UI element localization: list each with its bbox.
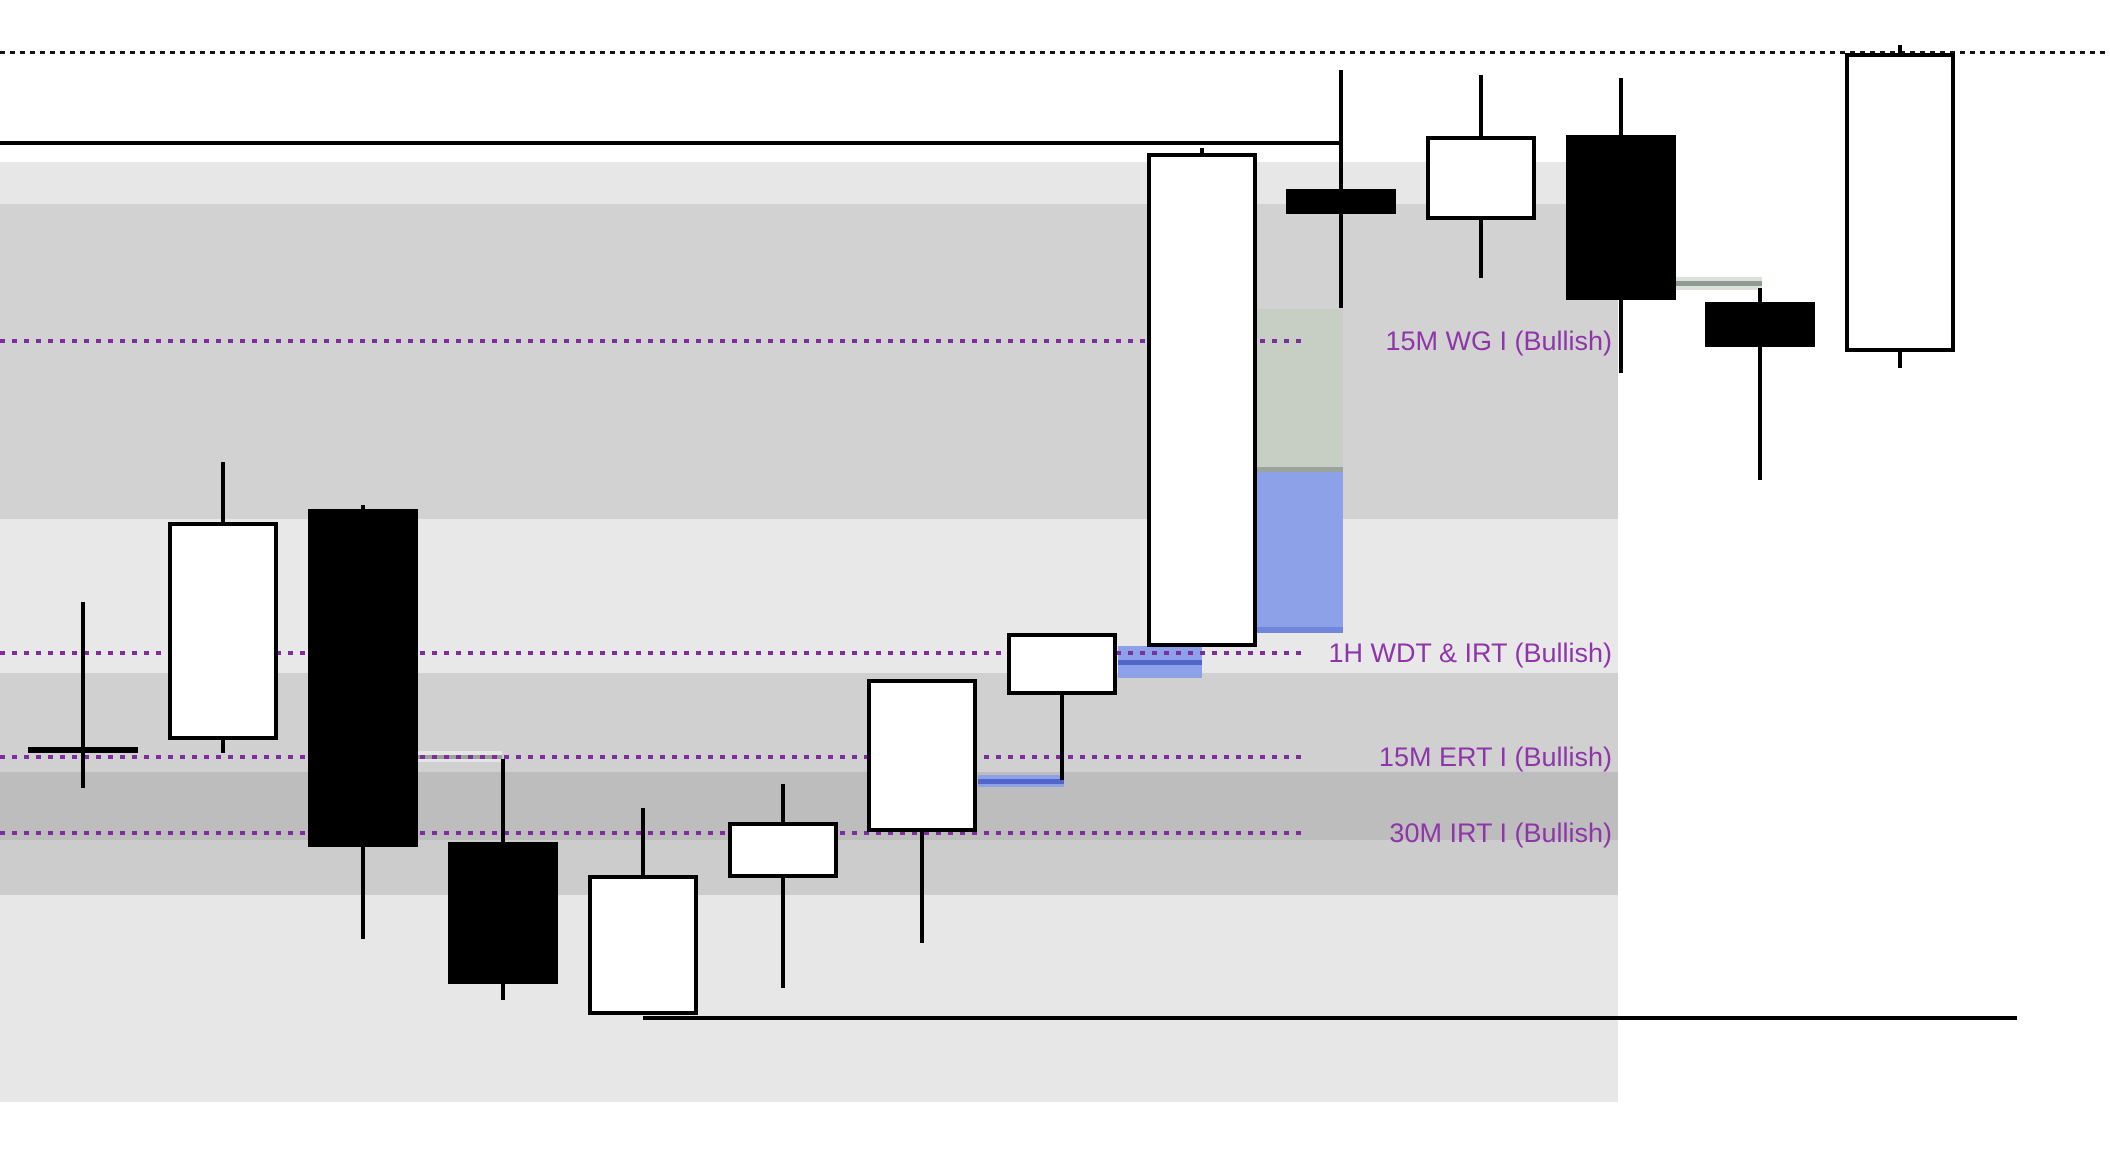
candle-body-bullish bbox=[728, 822, 838, 878]
alert-level-dotted-line[interactable] bbox=[0, 651, 1302, 655]
top-dotted-line bbox=[0, 51, 2110, 54]
candle-wick bbox=[781, 784, 785, 988]
alert-level-dotted-line[interactable] bbox=[0, 831, 1302, 835]
level-label-30m-irt[interactable]: 30M IRT I (Bullish) bbox=[1389, 818, 1612, 848]
candle-doji-bar bbox=[28, 747, 138, 753]
level-label-15m-wg[interactable]: 15M WG I (Bullish) bbox=[1385, 326, 1612, 356]
candle-body-bullish bbox=[168, 522, 278, 740]
green-zone-edge[interactable] bbox=[1256, 467, 1343, 472]
candle-body-bullish bbox=[1007, 633, 1117, 695]
level-label-1h-wdt[interactable]: 1H WDT & IRT (Bullish) bbox=[1328, 638, 1612, 668]
background-band bbox=[0, 204, 1618, 519]
candle-wick bbox=[1758, 288, 1762, 480]
candle-body-bearish bbox=[308, 509, 418, 847]
alert-level-dotted-line[interactable] bbox=[0, 755, 1302, 759]
alert-level-dotted-line[interactable] bbox=[0, 339, 1302, 343]
blue-bar-line[interactable] bbox=[1118, 660, 1202, 665]
candle-body-bearish bbox=[1705, 302, 1815, 347]
candle-body-bullish bbox=[1147, 153, 1257, 647]
candle-body-bullish bbox=[867, 679, 977, 832]
candle-body-bearish bbox=[1286, 189, 1396, 214]
level-label-15m-ert[interactable]: 15M ERT I (Bullish) bbox=[1378, 742, 1612, 772]
candle-wick bbox=[81, 602, 85, 788]
candle-body-bullish bbox=[588, 875, 698, 1015]
green-zone[interactable] bbox=[1256, 309, 1343, 467]
blue-zone[interactable] bbox=[1256, 472, 1343, 627]
candle-body-bearish bbox=[1566, 135, 1676, 300]
blue-bar-line[interactable] bbox=[978, 779, 1064, 784]
candle-wick bbox=[1060, 633, 1064, 780]
lower-breakout-line bbox=[643, 1016, 2017, 1020]
candle-body-bullish bbox=[1426, 136, 1536, 220]
candle-body-bearish bbox=[448, 842, 558, 984]
background-band bbox=[0, 895, 1618, 1102]
candle-body-bullish bbox=[1845, 53, 1955, 352]
blue-zone-edge[interactable] bbox=[1256, 627, 1343, 633]
upper-solid-line bbox=[0, 141, 1341, 145]
gray-level-core bbox=[1676, 281, 1762, 286]
